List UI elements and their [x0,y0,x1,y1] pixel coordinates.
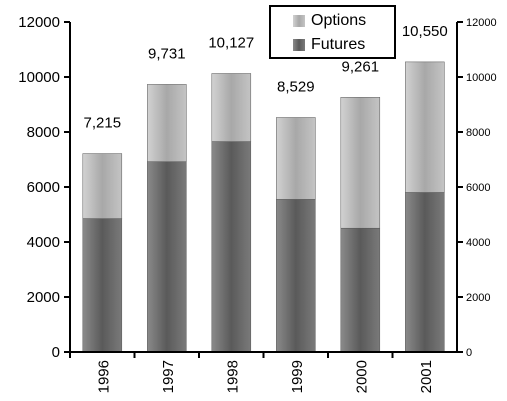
legend-item-options: Options [293,10,366,32]
bar-futures-1999 [276,199,316,353]
legend-swatch-futures [293,39,305,51]
y-tick-label-left-4000: 4000 [27,234,60,251]
y-tick-label-right-0: 0 [466,347,472,359]
x-tick-label-1999: 1999 [289,360,306,393]
bar-futures-2000 [340,228,381,353]
y-tick-label-right-8000: 8000 [466,127,490,139]
x-tick-label-1998: 1998 [224,360,241,393]
y-tick-label-left-2000: 2000 [27,289,60,306]
legend: Options Futures [269,5,396,59]
x-tick-label-1996: 1996 [95,360,112,393]
y-tick-label-left-8000: 8000 [27,124,60,141]
y-tick-label-left-12000: 12000 [18,14,60,31]
total-label-1999: 8,529 [277,79,315,96]
x-tick-label-2000: 2000 [353,360,370,393]
bar-options-1997 [147,84,187,162]
legend-swatch-options [293,15,305,27]
y-tick-label-left-0: 0 [52,344,60,361]
legend-item-futures: Futures [293,34,365,56]
y-tick-label-right-10000: 10000 [466,72,497,84]
total-label-1998: 10,127 [208,35,254,52]
legend-label-options: Options [311,12,367,29]
y-tick-label-right-12000: 12000 [466,17,497,29]
total-label-2000: 9,261 [342,58,380,75]
total-label-1996: 7,215 [84,115,122,132]
y-tick-label-left-10000: 10000 [18,69,60,86]
y-tick-label-left-6000: 6000 [27,179,60,196]
axes-layer [64,21,463,358]
bar-futures-1996 [82,218,123,353]
bars-layer [82,61,445,353]
bar-options-1999 [276,117,316,200]
bar-options-1998 [211,73,252,142]
labels-layer: 7,215 1996 9,731 1997 10,127 1998 8,529 1999 9,2… [18,14,496,393]
y-tick-label-right-2000: 2000 [466,292,490,304]
total-label-2001: 10,550 [402,23,448,40]
y-tick-label-right-4000: 4000 [466,237,490,249]
legend-label-futures: Futures [311,36,366,53]
bar-futures-1998 [211,141,252,353]
bar-options-1996 [82,153,123,219]
x-tick-label-1997: 1997 [160,360,177,393]
bar-futures-2001 [405,192,445,353]
bar-futures-1997 [147,161,187,353]
y-tick-label-right-6000: 6000 [466,182,490,194]
x-tick-label-2001: 2001 [418,360,435,393]
total-label-1997: 9,731 [148,45,186,62]
bar-options-2001 [405,61,445,193]
bar-options-2000 [340,97,381,229]
